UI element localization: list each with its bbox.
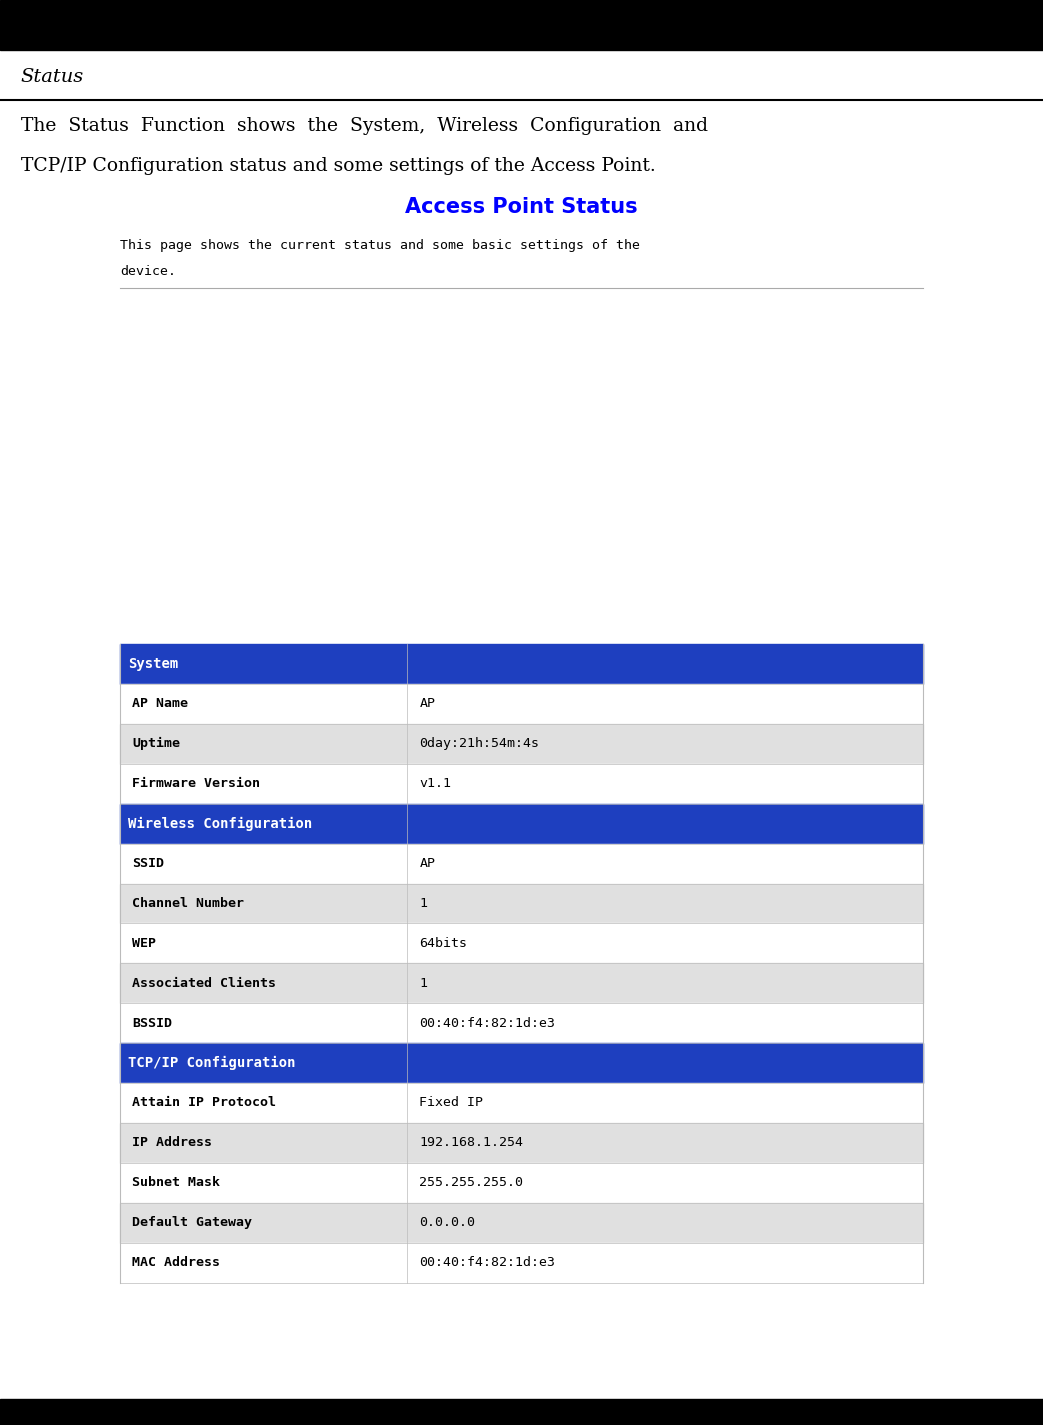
Bar	[120, 1163, 923, 1203]
Text: 0.0.0.0: 0.0.0.0	[419, 1216, 476, 1230]
Text: The  Status  Function  shows  the  System,  Wireless  Configuration  and: The Status Function shows the System, Wi…	[21, 117, 708, 135]
Text: Uptime: Uptime	[132, 737, 180, 751]
Text: Wireless Configuration: Wireless Configuration	[128, 817, 313, 831]
Bar	[0, 0, 1043, 50]
Text: Associated Clients: Associated Clients	[132, 976, 276, 990]
Text: AP Name: AP Name	[132, 697, 189, 711]
Text: TCP/IP Configuration status and some settings of the Access Point.: TCP/IP Configuration status and some set…	[21, 157, 656, 175]
Bar	[120, 804, 923, 844]
Text: Subnet Mask: Subnet Mask	[132, 1176, 220, 1190]
Text: SSID: SSID	[132, 856, 165, 871]
Text: 1: 1	[419, 896, 428, 911]
Bar	[120, 963, 923, 1003]
Text: AP: AP	[419, 697, 435, 711]
Text: Channel Number: Channel Number	[132, 896, 244, 911]
Text: 00:40:f4:82:1d:e3: 00:40:f4:82:1d:e3	[419, 1016, 555, 1030]
Text: 64bits: 64bits	[419, 936, 467, 950]
Text: MAC Address: MAC Address	[132, 1255, 220, 1270]
Bar	[120, 923, 923, 963]
Text: v1.1: v1.1	[419, 777, 452, 791]
Text: Fixed IP: Fixed IP	[419, 1096, 483, 1110]
Bar	[120, 844, 923, 884]
Bar	[120, 884, 923, 923]
Bar	[120, 1003, 923, 1043]
Text: BSSID: BSSID	[132, 1016, 172, 1030]
Text: WEP: WEP	[132, 936, 156, 950]
Text: Status: Status	[21, 68, 84, 87]
Text: Default Gateway: Default Gateway	[132, 1216, 252, 1230]
Text: 11: 11	[511, 1404, 532, 1421]
Text: Firmware Version: Firmware Version	[132, 777, 261, 791]
Text: This page shows the current status and some basic settings of the: This page shows the current status and s…	[120, 239, 640, 252]
Text: 255.255.255.0: 255.255.255.0	[419, 1176, 524, 1190]
Bar	[120, 764, 923, 804]
Text: IP Address: IP Address	[132, 1136, 213, 1150]
Bar	[120, 644, 923, 684]
Bar	[120, 724, 923, 764]
Bar	[0, 1399, 1043, 1425]
Bar	[120, 684, 923, 724]
Text: 1: 1	[419, 976, 428, 990]
Text: System: System	[128, 657, 178, 671]
Bar	[120, 1083, 923, 1123]
Bar	[120, 1243, 923, 1282]
Text: Access Point Status: Access Point Status	[405, 197, 638, 217]
Bar	[120, 1123, 923, 1163]
Text: 00:40:f4:82:1d:e3: 00:40:f4:82:1d:e3	[419, 1255, 555, 1270]
Text: AP: AP	[419, 856, 435, 871]
Text: 0day:21h:54m:4s: 0day:21h:54m:4s	[419, 737, 539, 751]
Text: 192.168.1.254: 192.168.1.254	[419, 1136, 524, 1150]
Text: Attain IP Protocol: Attain IP Protocol	[132, 1096, 276, 1110]
Text: device.: device.	[120, 265, 176, 278]
Bar	[120, 1043, 923, 1083]
Text: TCP/IP Configuration: TCP/IP Configuration	[128, 1056, 296, 1070]
Bar	[120, 1203, 923, 1243]
